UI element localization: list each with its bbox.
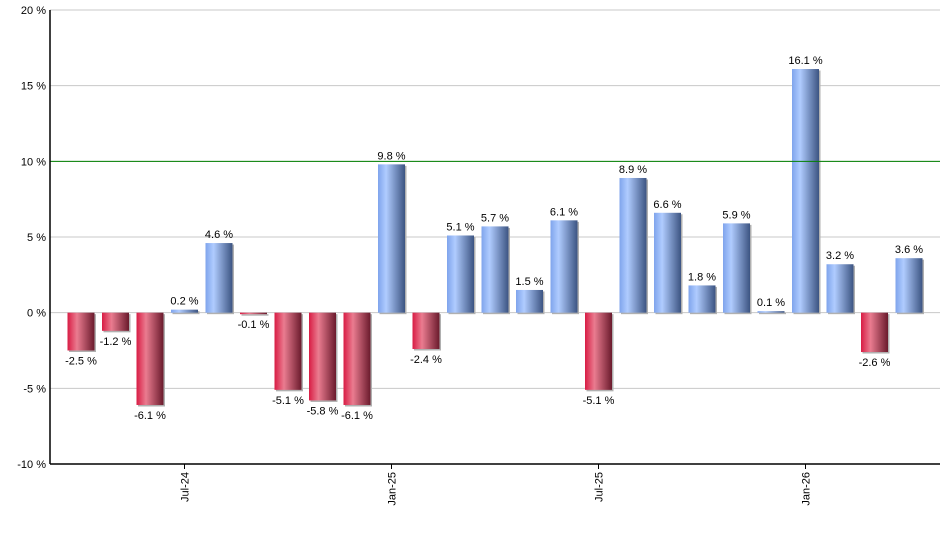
bar-Nov-25 [723, 223, 750, 313]
x-tick-label: Jan-26 [801, 472, 813, 506]
data-label: 0.1 % [757, 297, 785, 309]
bars: -2.5 %-1.2 % -6.1 % 0.2 % 4.6 % -0.1 % -5.1 %… [65, 55, 924, 422]
data-label: 3.6 % [895, 244, 923, 256]
y-tick-label: 20 % [21, 5, 46, 17]
data-label: 8.9 % [619, 164, 647, 176]
y-tick-label: 10 % [21, 156, 46, 168]
bar-Feb-25 [412, 312, 440, 349]
data-label: -5.1 % [583, 395, 615, 407]
data-label: 5.1 % [446, 221, 474, 233]
y-tick-label: -10 % [17, 459, 46, 471]
x-tick-label: Jul-24 [180, 472, 192, 502]
bar-Oct-25 [688, 285, 716, 313]
bar-shadow [759, 312, 786, 315]
bar-Feb-26 [826, 264, 854, 313]
x-tick-label: Jan-25 [387, 472, 399, 506]
data-label: 9.8 % [377, 150, 405, 162]
bar-Sep-25 [654, 212, 681, 313]
data-label: 0.2 % [170, 296, 198, 308]
bar-Aug-24 [205, 243, 233, 313]
y-tick-label: 5 % [27, 232, 46, 244]
bar-Jun-24 [136, 312, 164, 405]
data-label: 1.5 % [515, 276, 543, 288]
data-label: -2.4 % [410, 354, 442, 366]
x-tick-label: Jul-25 [594, 472, 606, 502]
data-label: -6.1 % [341, 410, 373, 422]
data-label: -2.5 % [65, 356, 97, 368]
data-label: -5.1 % [272, 395, 304, 407]
bar-May-24 [102, 312, 129, 331]
data-label: -2.6 % [859, 357, 891, 369]
data-label: 16.1 % [788, 55, 822, 67]
data-label: -6.1 % [134, 410, 166, 422]
y-tick-label: 15 % [21, 81, 46, 93]
axes: 20 % 15 % 10 % 5 % 0 % -5 % -10 % Jul-24 Jan-25 J… [17, 5, 940, 506]
data-label: 5.7 % [481, 212, 509, 224]
data-label: -0.1 % [238, 319, 270, 331]
data-label: 4.6 % [205, 229, 233, 241]
bar-Jan-25 [378, 164, 405, 313]
data-label: -1.2 % [100, 336, 132, 348]
bar-Jul-24 [171, 309, 198, 313]
bar-Jan-26 [792, 69, 819, 313]
bar-Aug-25 [619, 177, 647, 313]
data-label: 5.9 % [722, 209, 750, 221]
bar-Jun-25 [550, 220, 578, 313]
data-label: 6.6 % [653, 199, 681, 211]
data-label: 6.1 % [550, 206, 578, 218]
bar-shadow [241, 314, 269, 316]
bar-Dec-25 [757, 311, 785, 313]
bar-Oct-24 [274, 312, 302, 390]
data-label: 3.2 % [826, 250, 854, 262]
bar-Dec-24 [343, 312, 371, 405]
bar-Sep-24 [240, 312, 267, 315]
bar-Apr-25 [481, 226, 509, 313]
bar-Nov-24 [309, 312, 336, 401]
bar-Apr-24 [67, 312, 95, 351]
bar-Mar-26 [861, 312, 888, 353]
bar-Mar-25 [447, 235, 474, 313]
bar-May-25 [516, 289, 543, 313]
bar-Jul-25 [585, 312, 612, 390]
y-tick-label: 0 % [27, 308, 46, 320]
bar-Apr-26 [895, 258, 923, 313]
data-label: -5.8 % [307, 405, 339, 417]
y-tick-label: -5 % [23, 383, 46, 395]
data-label: 1.8 % [688, 271, 716, 283]
